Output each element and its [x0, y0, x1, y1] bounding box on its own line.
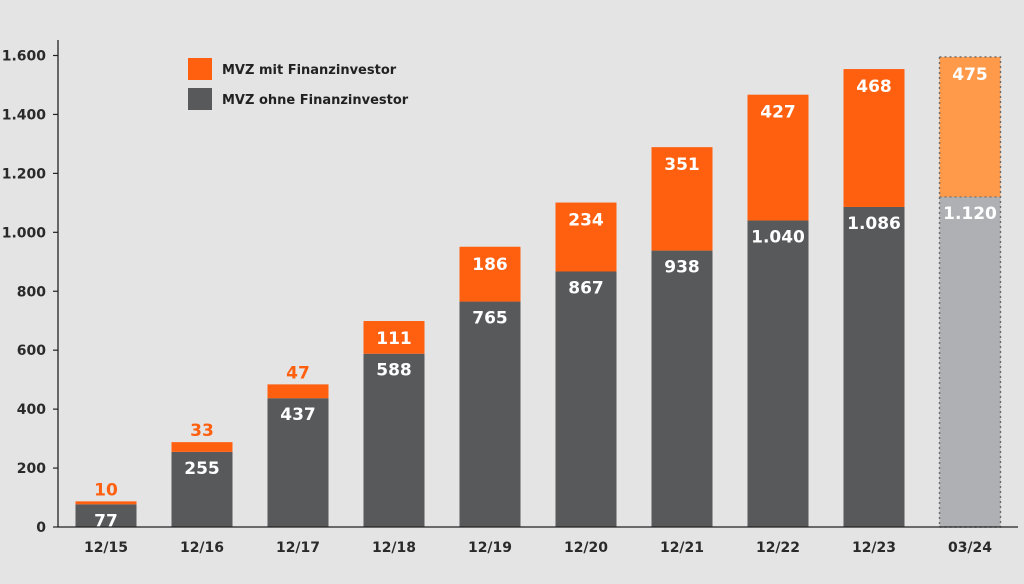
data-label-ohne: 867 — [568, 279, 604, 299]
bar-segment-ohne — [459, 301, 521, 527]
data-label-ohne: 77 — [94, 511, 118, 531]
x-tick-label: 12/17 — [276, 540, 320, 556]
data-label-ohne: 255 — [184, 459, 220, 479]
y-tick-label: 0 — [36, 520, 46, 536]
bar-segment-mit — [459, 246, 521, 302]
legend-swatch-mit — [188, 58, 212, 80]
bar-segment-ohne — [267, 398, 329, 527]
bar-segment-ohne — [75, 504, 137, 527]
bars-group: 77 10 255 33 437 47 588 111 765 186 867 234 938 351 1.… — [75, 56, 1002, 531]
x-tick-label: 03/24 — [948, 540, 992, 556]
bar-segment-ohne — [939, 196, 1001, 527]
y-tick-label: 1.400 — [2, 107, 47, 123]
bar-segment-ohne — [363, 353, 425, 527]
legend-swatch-ohne — [188, 88, 212, 110]
bar-segment-mit — [651, 147, 713, 251]
data-label-ohne: 1.086 — [847, 214, 901, 234]
bar-segment-mit — [555, 202, 617, 272]
x-tick-label: 12/15 — [84, 540, 128, 556]
data-label-mit: 186 — [472, 255, 508, 275]
data-label-mit: 234 — [568, 211, 604, 231]
y-tick-label: 800 — [17, 284, 46, 300]
y-tick-label: 600 — [17, 343, 46, 359]
data-label-ohne: 1.040 — [751, 228, 805, 248]
bar-segment-mit — [75, 501, 137, 505]
data-label-ohne: 765 — [472, 309, 508, 329]
legend-label-mit: MVZ mit Finanzinvestor — [222, 63, 397, 78]
y-axis: 0 200 400 600 800 1.000 1.200 1.400 1.600 — [2, 40, 59, 536]
data-label-mit: 111 — [376, 329, 412, 349]
legend-label-ohne: MVZ ohne Finanzinvestor — [222, 93, 409, 108]
bar-segment-ohne — [747, 220, 809, 527]
data-label-ohne: 588 — [376, 361, 412, 381]
data-label-mit: 47 — [286, 363, 310, 383]
x-tick-label: 12/19 — [468, 540, 512, 556]
bar-segment-mit — [171, 442, 233, 452]
data-label-mit: 468 — [856, 77, 892, 97]
y-tick-label: 1.200 — [2, 166, 47, 182]
legend: MVZ mit Finanzinvestor MVZ ohne Finanzinv… — [188, 58, 409, 110]
bar-segment-mit — [267, 384, 329, 399]
y-tick-label: 1.600 — [2, 49, 47, 65]
data-label-mit: 351 — [664, 155, 700, 175]
y-tick-label: 400 — [17, 402, 46, 418]
bar-segment-mit — [843, 69, 905, 207]
data-label-mit: 10 — [94, 480, 118, 500]
data-label-mit: 33 — [190, 421, 214, 441]
bar-segment-ohne — [651, 250, 713, 527]
x-tick-label: 12/23 — [852, 540, 896, 556]
data-label-mit: 475 — [952, 65, 988, 85]
bar-segment-ohne — [843, 206, 905, 528]
data-label-ohne: 938 — [664, 258, 700, 278]
x-tick-label: 12/21 — [660, 540, 704, 556]
data-label-ohne: 1.120 — [943, 204, 997, 224]
x-tick-label: 12/18 — [372, 540, 416, 556]
bar-segment-mit — [939, 56, 1001, 197]
bar-segment-ohne — [171, 451, 233, 527]
data-label-mit: 427 — [760, 103, 796, 123]
bar-segment-mit — [363, 321, 425, 354]
y-tick-label: 200 — [17, 461, 46, 477]
bar-segment-mit — [747, 94, 809, 221]
x-axis: 12/15 12/16 12/17 12/18 12/19 12/20 12/21 12/22… — [58, 526, 1018, 556]
x-tick-label: 12/20 — [564, 540, 608, 556]
x-tick-label: 12/22 — [756, 540, 800, 556]
y-tick-label: 1.000 — [2, 225, 47, 241]
data-label-ohne: 437 — [280, 405, 316, 425]
bar-segment-ohne — [555, 271, 617, 527]
x-tick-label: 12/16 — [180, 540, 224, 556]
